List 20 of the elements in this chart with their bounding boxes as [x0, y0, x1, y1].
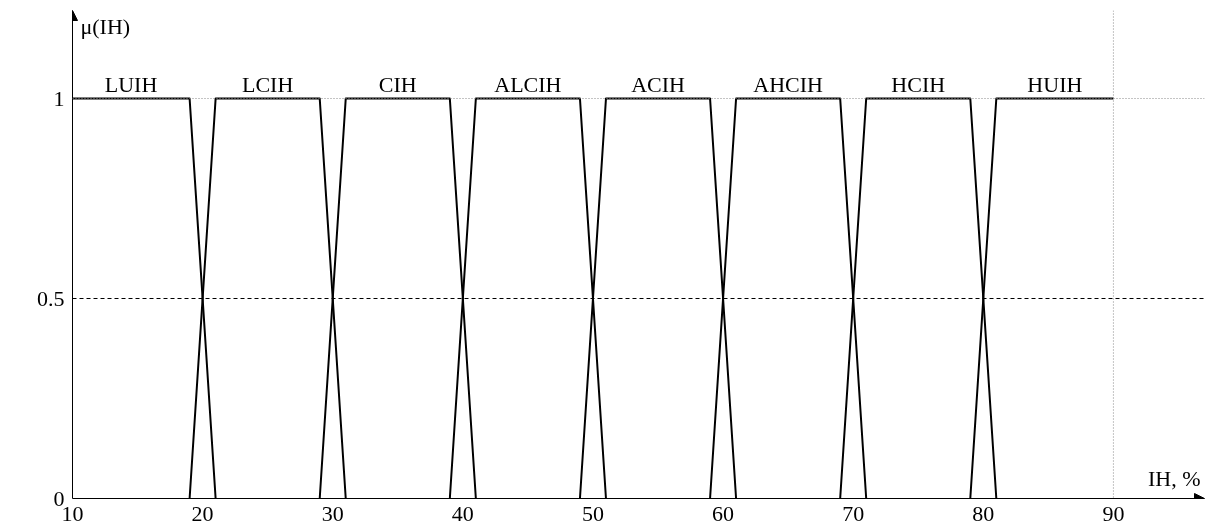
x-axis-title: IH, %	[1147, 465, 1201, 491]
y-axis-title: μ(IH)	[80, 13, 131, 39]
y-tick-label: 0.5	[37, 285, 65, 311]
x-tick-label: 30	[321, 500, 344, 526]
x-tick-label: 40	[451, 500, 474, 526]
x-tick-label: 20	[191, 500, 214, 526]
y-tick-label: 1	[53, 85, 65, 111]
x-tick-label: 80	[972, 500, 995, 526]
series-label: CIH	[378, 71, 417, 97]
series-label: HCIH	[891, 71, 946, 97]
series-label: LCIH	[242, 71, 294, 97]
x-tick-label: 60	[712, 500, 735, 526]
x-tick-label: 90	[1102, 500, 1125, 526]
series-label: ALCIH	[494, 71, 562, 97]
series-label: LUIH	[104, 71, 158, 97]
series-label: ACIH	[631, 71, 686, 97]
x-tick-label: 70	[842, 500, 865, 526]
series-label: AHCIH	[753, 71, 824, 97]
series-label: HUIH	[1027, 71, 1083, 97]
x-tick-label: 50	[581, 500, 604, 526]
